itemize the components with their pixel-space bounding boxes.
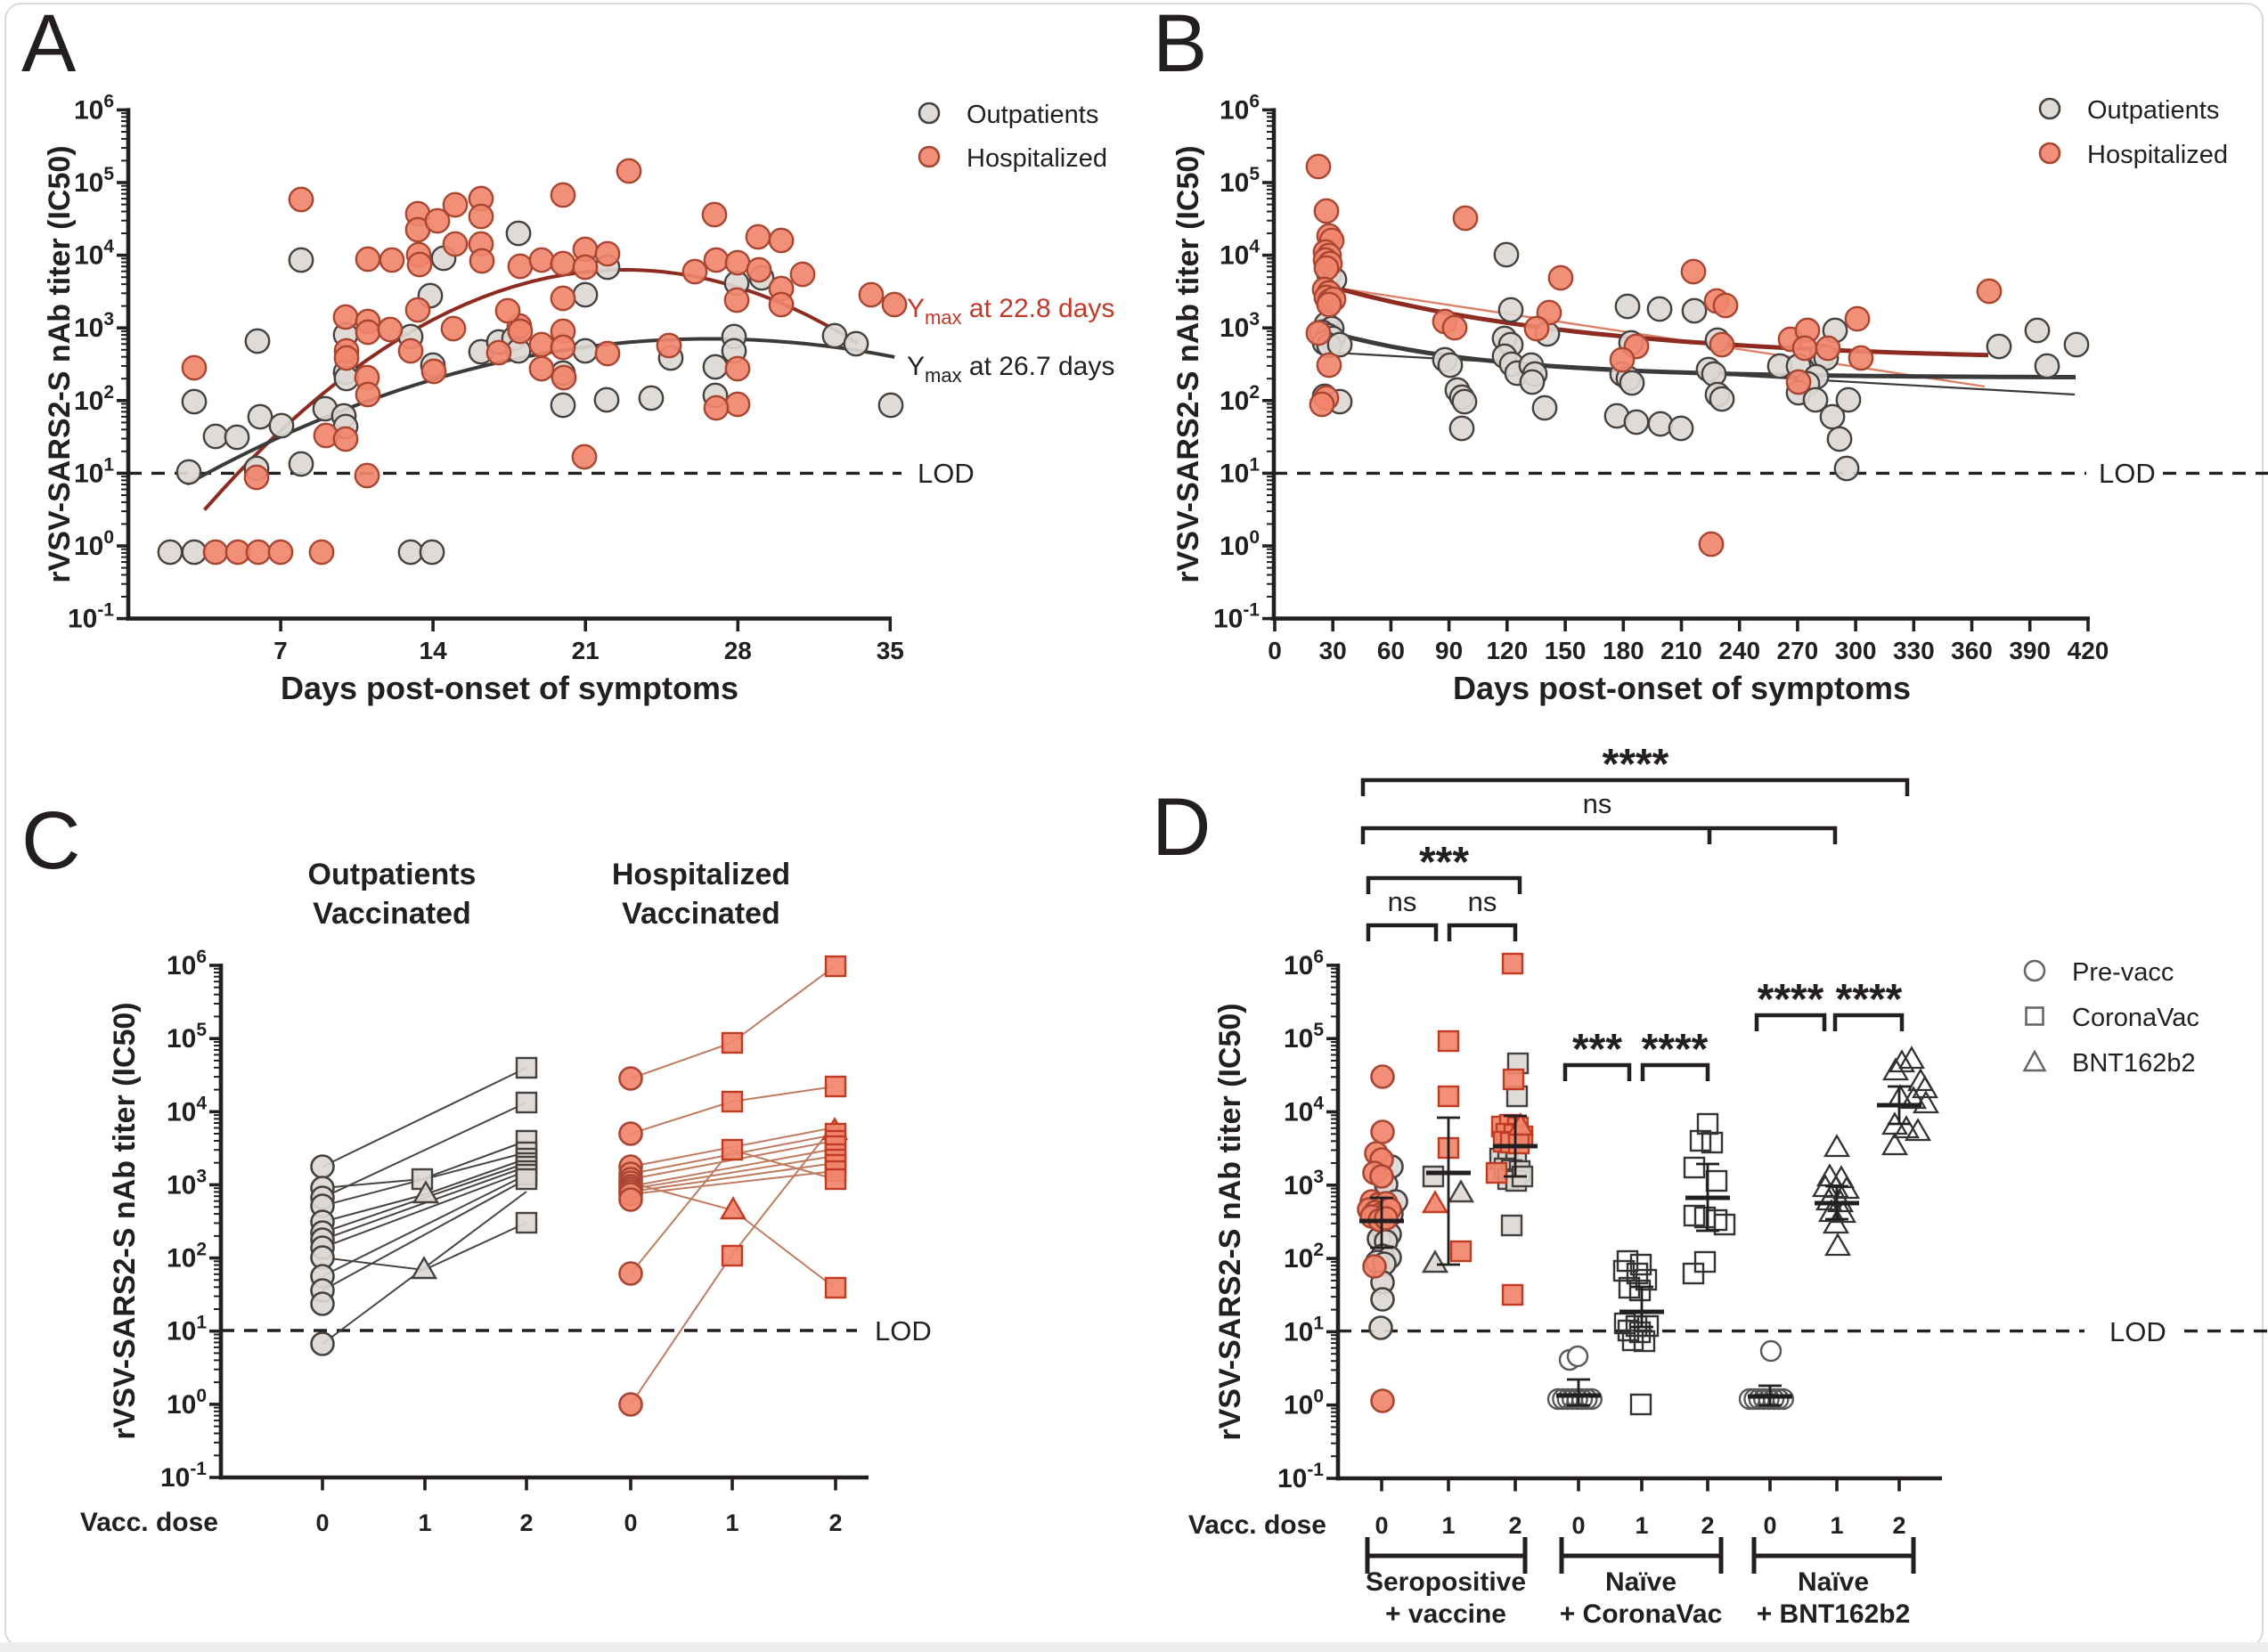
svg-text:+ BNT162b2: + BNT162b2	[1757, 1599, 1911, 1629]
svg-text:14: 14	[420, 637, 448, 664]
svg-text:BNT162b2: BNT162b2	[2072, 1049, 2196, 1078]
svg-text:Vaccinated: Vaccinated	[622, 897, 780, 931]
svg-text:90: 90	[1435, 637, 1463, 664]
svg-text:LOD: LOD	[2109, 1316, 2166, 1347]
svg-text:2: 2	[519, 1510, 533, 1536]
svg-text:+ CoronaVac: + CoronaVac	[1560, 1599, 1723, 1629]
svg-text:Outpatients: Outpatients	[308, 858, 477, 891]
svg-text:102: 102	[1220, 382, 1260, 416]
svg-text:0: 0	[315, 1510, 329, 1536]
svg-text:****: ****	[1836, 976, 1903, 1023]
svg-text:2: 2	[1508, 1512, 1522, 1539]
svg-text:C: C	[21, 795, 80, 886]
svg-text:60: 60	[1377, 637, 1405, 664]
svg-text:30: 30	[1319, 637, 1347, 664]
svg-text:0: 0	[1571, 1512, 1585, 1539]
svg-text:CoronaVac: CoronaVac	[2072, 1004, 2199, 1032]
svg-text:Outpatients: Outpatients	[967, 101, 1098, 129]
svg-text:360: 360	[1951, 637, 1993, 664]
svg-text:****: ****	[1758, 976, 1824, 1023]
svg-text:Naïve: Naïve	[1605, 1567, 1677, 1597]
svg-text:1: 1	[418, 1510, 431, 1536]
svg-text:0: 0	[1268, 637, 1282, 664]
svg-text:270: 270	[1777, 637, 1819, 664]
svg-text:Pre-vacc: Pre-vacc	[2072, 958, 2174, 987]
svg-text:104: 104	[1220, 237, 1260, 271]
svg-text:rVSV-SARS2-S nAb titer (IC50): rVSV-SARS2-S nAb titer (IC50)	[1213, 1003, 1247, 1440]
svg-text:0: 0	[624, 1510, 637, 1536]
svg-text:180: 180	[1603, 637, 1644, 664]
svg-text:300: 300	[1835, 637, 1877, 664]
svg-text:330: 330	[1893, 637, 1935, 664]
svg-text:210: 210	[1660, 637, 1702, 664]
svg-text:****: ****	[1642, 1026, 1709, 1073]
svg-text:rVSV-SARS2-S nAb titer (IC50): rVSV-SARS2-S nAb titer (IC50)	[43, 145, 77, 582]
svg-text:104: 104	[167, 1093, 207, 1127]
svg-text:Outpatients: Outpatients	[2087, 96, 2219, 125]
svg-text:ns: ns	[1388, 886, 1417, 917]
svg-text:2: 2	[1701, 1512, 1714, 1539]
svg-text:10-1: 10-1	[1277, 1460, 1324, 1493]
svg-text:A: A	[21, 0, 77, 89]
svg-text:120: 120	[1486, 637, 1528, 664]
svg-text:Days post-onset of symptoms: Days post-onset of symptoms	[1453, 670, 1911, 706]
svg-text:***: ***	[1572, 1026, 1622, 1073]
svg-text:420: 420	[2068, 637, 2109, 664]
svg-text:Seropositive: Seropositive	[1366, 1567, 1526, 1597]
svg-text:28: 28	[724, 637, 752, 664]
svg-text:1: 1	[725, 1510, 738, 1536]
svg-text:LOD: LOD	[2099, 458, 2156, 489]
svg-text:0: 0	[1763, 1512, 1776, 1539]
svg-text:***: ***	[1419, 839, 1469, 886]
svg-text:****: ****	[1603, 741, 1669, 788]
svg-text:Hospitalized: Hospitalized	[2087, 141, 2228, 169]
svg-text:+ vaccine: + vaccine	[1385, 1599, 1506, 1629]
svg-text:Naïve: Naïve	[1798, 1567, 1869, 1597]
svg-text:240: 240	[1718, 637, 1760, 664]
svg-text:1: 1	[1441, 1512, 1455, 1539]
svg-text:21: 21	[572, 637, 600, 664]
svg-text:0: 0	[1375, 1512, 1388, 1539]
svg-text:LOD: LOD	[918, 458, 975, 489]
svg-text:390: 390	[2009, 637, 2051, 664]
svg-text:35: 35	[877, 637, 904, 664]
svg-text:2: 2	[828, 1510, 842, 1536]
svg-text:2: 2	[1892, 1512, 1905, 1539]
svg-text:105: 105	[1284, 1020, 1324, 1054]
svg-text:ns: ns	[1583, 788, 1612, 819]
svg-text:1: 1	[1830, 1512, 1843, 1539]
svg-text:Vacc. dose: Vacc. dose	[80, 1508, 218, 1537]
svg-text:7: 7	[273, 637, 288, 664]
svg-text:Hospitalized: Hospitalized	[612, 858, 790, 891]
svg-text:Vacc. dose: Vacc. dose	[1188, 1510, 1326, 1540]
svg-text:Days post-onset of symptoms: Days post-onset of symptoms	[281, 670, 738, 706]
svg-text:rVSV-SARS2-S nAb titer (IC50): rVSV-SARS2-S nAb titer (IC50)	[1171, 145, 1205, 582]
svg-text:Ymax at 22.8 days: Ymax at 22.8 days	[907, 294, 1114, 329]
svg-text:106: 106	[1220, 91, 1260, 125]
svg-text:rVSV-SARS2-S nAb titer (IC50): rVSV-SARS2-S nAb titer (IC50)	[108, 1002, 142, 1439]
svg-text:104: 104	[74, 237, 114, 271]
svg-text:B: B	[1153, 0, 1207, 89]
svg-text:1: 1	[1635, 1512, 1648, 1539]
svg-text:Hospitalized: Hospitalized	[967, 144, 1107, 173]
svg-text:ns: ns	[1468, 886, 1497, 917]
svg-text:Vaccinated: Vaccinated	[313, 897, 471, 931]
svg-text:LOD: LOD	[875, 1315, 932, 1347]
svg-text:D: D	[1152, 782, 1211, 873]
svg-text:150: 150	[1545, 637, 1587, 664]
